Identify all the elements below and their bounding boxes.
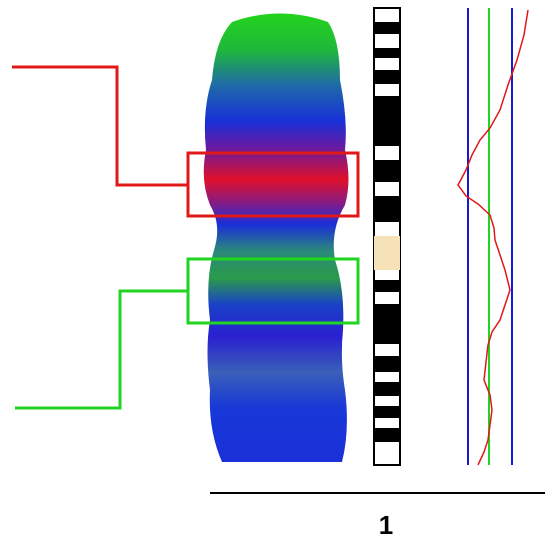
chromosome-label: 1	[379, 510, 393, 540]
gain-leader	[12, 65, 188, 187]
ratio-profile	[457, 9, 529, 466]
loss-leader	[15, 289, 188, 410]
ideogram	[373, 7, 401, 466]
chromosome-image	[203, 13, 349, 462]
